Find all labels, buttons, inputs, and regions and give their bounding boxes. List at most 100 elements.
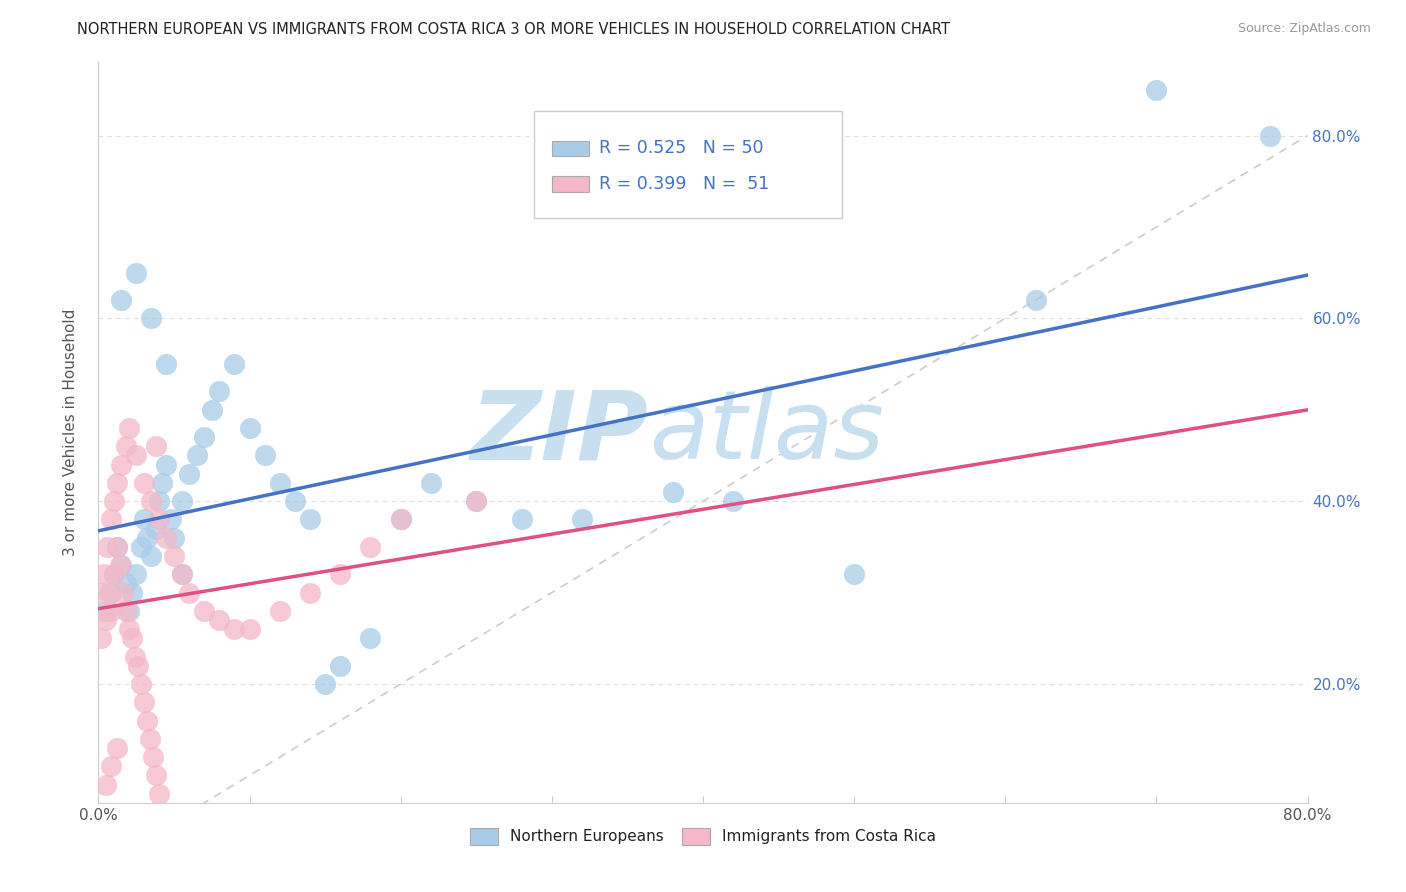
Point — [114, 604, 136, 618]
Point — [135, 714, 157, 728]
Point — [329, 567, 352, 582]
Point — [208, 613, 231, 627]
Text: R = 0.399   N =  51: R = 0.399 N = 51 — [599, 175, 769, 193]
Point — [145, 768, 167, 782]
Point — [93, 567, 115, 582]
Point — [100, 585, 122, 599]
Point — [135, 531, 157, 545]
Point — [105, 475, 128, 490]
Point — [299, 512, 322, 526]
Point — [208, 384, 231, 399]
Point — [141, 311, 163, 326]
Point — [420, 475, 443, 490]
Point — [132, 512, 155, 526]
Point — [163, 531, 186, 545]
Point — [193, 430, 215, 444]
Point — [148, 512, 170, 526]
Point — [118, 604, 141, 618]
Point — [145, 522, 167, 536]
Point — [360, 632, 382, 646]
Point — [465, 494, 488, 508]
Point — [389, 512, 412, 526]
Point — [125, 266, 148, 280]
Point — [141, 549, 163, 563]
Point — [253, 449, 276, 463]
Point — [125, 449, 148, 463]
Point — [103, 567, 125, 582]
Point — [94, 613, 117, 627]
Text: Source: ZipAtlas.com: Source: ZipAtlas.com — [1237, 22, 1371, 36]
Point — [125, 567, 148, 582]
Point — [94, 778, 117, 792]
Point — [150, 475, 173, 490]
Point — [193, 604, 215, 618]
Point — [1144, 83, 1167, 97]
FancyBboxPatch shape — [534, 111, 842, 218]
Point — [110, 293, 132, 307]
Point — [114, 439, 136, 453]
Point — [510, 512, 533, 526]
Point — [844, 567, 866, 582]
Point — [132, 695, 155, 709]
Point — [90, 632, 112, 646]
Point — [132, 475, 155, 490]
Point — [170, 567, 193, 582]
Point — [118, 421, 141, 435]
Point — [108, 558, 131, 573]
Point — [360, 540, 382, 554]
Point — [121, 585, 143, 599]
Point — [163, 549, 186, 563]
Point — [90, 585, 112, 599]
Point — [329, 658, 352, 673]
Point — [239, 622, 262, 636]
Point — [118, 622, 141, 636]
Point — [100, 604, 122, 618]
Point — [201, 402, 224, 417]
Text: atlas: atlas — [648, 386, 883, 479]
Point — [148, 494, 170, 508]
Point — [170, 494, 193, 508]
Point — [142, 750, 165, 764]
Point — [114, 576, 136, 591]
Point — [224, 622, 246, 636]
Text: R = 0.525   N = 50: R = 0.525 N = 50 — [599, 139, 763, 157]
Point — [100, 512, 122, 526]
Point — [98, 585, 121, 599]
Point — [160, 512, 183, 526]
Point — [723, 494, 745, 508]
Text: NORTHERN EUROPEAN VS IMMIGRANTS FROM COSTA RICA 3 OR MORE VEHICLES IN HOUSEHOLD : NORTHERN EUROPEAN VS IMMIGRANTS FROM COS… — [77, 22, 950, 37]
Legend: Northern Europeans, Immigrants from Costa Rica: Northern Europeans, Immigrants from Cost… — [464, 822, 942, 851]
Point — [170, 567, 193, 582]
Point — [139, 731, 162, 746]
Point — [103, 567, 125, 582]
Point — [1024, 293, 1046, 307]
Point — [100, 759, 122, 773]
Point — [111, 585, 134, 599]
Point — [110, 458, 132, 472]
Point — [299, 585, 322, 599]
Point — [94, 604, 117, 618]
Point — [121, 632, 143, 646]
Point — [284, 494, 307, 508]
Point — [224, 357, 246, 371]
FancyBboxPatch shape — [551, 141, 589, 156]
Point — [129, 677, 152, 691]
Point — [465, 494, 488, 508]
Point — [661, 485, 683, 500]
Point — [148, 787, 170, 801]
Point — [145, 439, 167, 453]
Y-axis label: 3 or more Vehicles in Household: 3 or more Vehicles in Household — [63, 309, 77, 557]
Point — [105, 540, 128, 554]
Point — [186, 449, 208, 463]
Point — [110, 558, 132, 573]
Point — [127, 658, 149, 673]
Point — [389, 512, 412, 526]
Point — [239, 421, 262, 435]
Point — [571, 512, 593, 526]
Point — [314, 677, 336, 691]
Text: ZIP: ZIP — [471, 386, 648, 479]
Point — [269, 604, 291, 618]
Point — [179, 467, 201, 481]
Point — [179, 585, 201, 599]
Point — [105, 540, 128, 554]
